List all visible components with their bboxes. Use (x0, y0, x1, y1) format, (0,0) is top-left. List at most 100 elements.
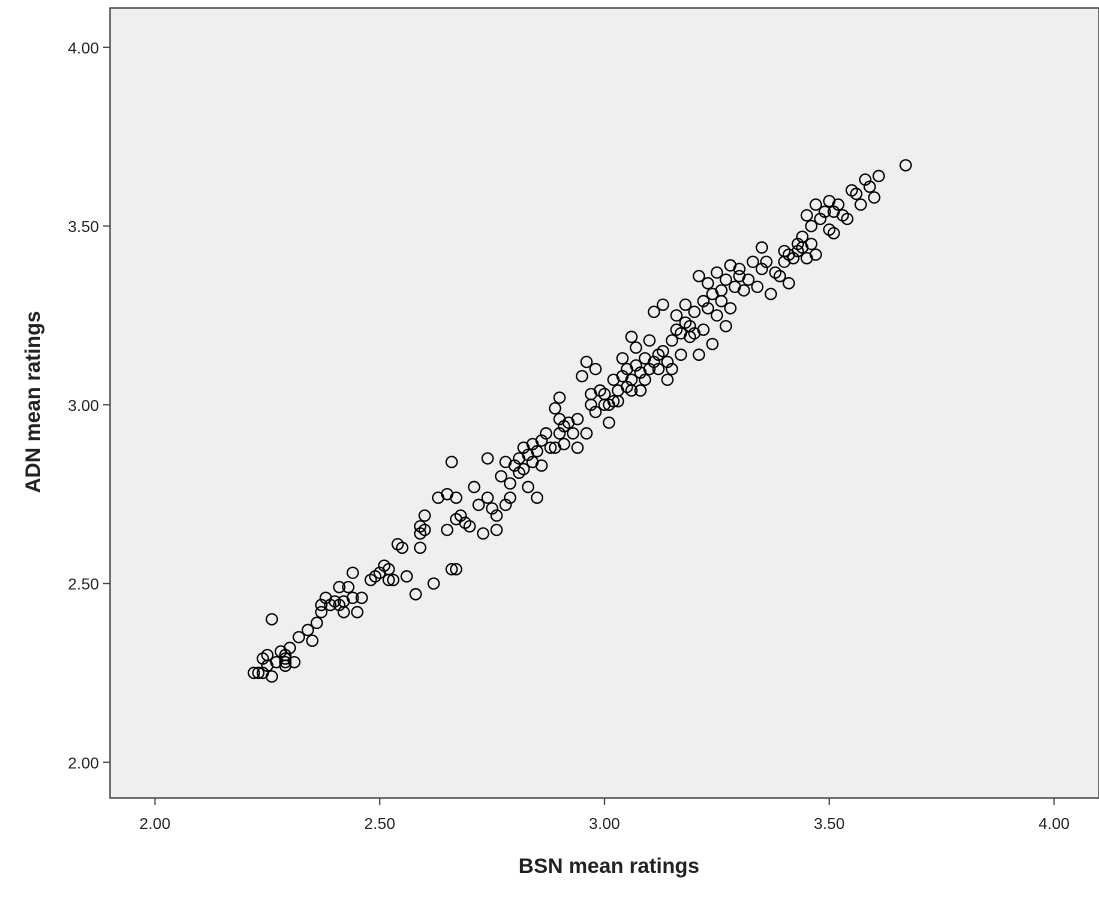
data-point (602, 416, 616, 429)
y-tick-label: 3.00 (68, 398, 99, 415)
data-point (692, 269, 706, 283)
data-point (553, 427, 566, 440)
data-point (665, 362, 679, 376)
data-point (800, 209, 813, 222)
data-point (868, 191, 881, 204)
data-point (306, 634, 319, 647)
y-axis-title: ADN mean ratings (22, 311, 45, 493)
x-tick-label: 3.00 (589, 816, 620, 833)
data-point (832, 198, 845, 211)
data-point (265, 670, 279, 683)
data-point (589, 405, 602, 419)
data-point (490, 523, 503, 537)
data-point (467, 480, 481, 494)
x-tick-label: 2.00 (139, 816, 170, 833)
data-point (481, 491, 494, 504)
data-point (521, 480, 535, 494)
data-point (476, 527, 490, 540)
data-point (548, 402, 562, 415)
data-point (899, 159, 912, 172)
data-point (449, 491, 463, 504)
data-point (283, 641, 297, 655)
data-point (629, 341, 643, 354)
data-point (566, 427, 580, 440)
data-point (701, 302, 715, 315)
data-point (652, 362, 665, 376)
data-point (647, 355, 661, 369)
data-point (737, 284, 751, 297)
data-point (841, 212, 854, 226)
data-point (445, 455, 458, 469)
data-point (638, 373, 652, 386)
data-point (485, 502, 499, 515)
data-point (382, 573, 395, 587)
data-point (247, 666, 261, 680)
data-point (710, 266, 724, 279)
data-points (247, 159, 912, 683)
data-point (661, 355, 674, 369)
data-point (301, 623, 314, 637)
data-point (571, 412, 584, 426)
data-point (575, 369, 589, 383)
data-point (715, 294, 728, 308)
data-point (315, 605, 328, 619)
data-point (472, 498, 485, 512)
data-point (719, 319, 733, 333)
data-point (809, 198, 822, 211)
data-point (530, 491, 544, 504)
data-point (670, 309, 683, 322)
data-point (396, 541, 409, 554)
data-point (481, 452, 494, 465)
x-tick-label: 2.50 (364, 816, 395, 833)
data-point (427, 577, 440, 590)
data-point (706, 337, 719, 351)
y-tick-label: 2.00 (68, 755, 99, 772)
data-point (742, 273, 755, 286)
y-tick-label: 3.50 (68, 219, 99, 236)
data-point (346, 566, 359, 579)
data-point (629, 359, 643, 372)
data-point (535, 459, 548, 472)
data-point (351, 605, 364, 619)
data-point (571, 441, 584, 454)
y-tick-label: 2.50 (68, 577, 99, 594)
data-point (418, 523, 431, 537)
data-point (557, 437, 571, 451)
data-point (544, 441, 557, 454)
data-point (279, 655, 292, 669)
data-point (733, 262, 746, 276)
data-point (279, 648, 292, 662)
data-point (418, 509, 431, 522)
y-axis-ticks: 2.00 2.50 3.00 3.50 4.00 (68, 40, 110, 772)
data-point (661, 373, 674, 386)
data-point (409, 588, 422, 601)
data-point (494, 470, 508, 483)
data-point (643, 334, 656, 347)
data-point (607, 395, 620, 408)
data-point (755, 262, 769, 276)
data-point (346, 591, 359, 605)
x-tick-label: 3.50 (814, 816, 845, 833)
data-point (337, 605, 350, 619)
data-point (647, 305, 661, 319)
data-point (665, 334, 679, 347)
data-point (643, 362, 656, 376)
data-point (503, 491, 517, 504)
y-tick-label: 4.00 (68, 40, 99, 57)
data-point (656, 298, 670, 311)
data-point (787, 252, 800, 265)
data-point (859, 173, 872, 186)
data-point (872, 169, 885, 183)
data-point (773, 269, 787, 283)
data-point (809, 248, 822, 261)
data-point (863, 180, 876, 193)
data-point (746, 255, 760, 269)
data-point (333, 580, 346, 594)
data-point (674, 348, 688, 361)
data-point (252, 666, 265, 680)
data-point (805, 219, 818, 233)
x-axis-ticks: 2.00 2.50 3.00 3.50 4.00 (139, 798, 1070, 833)
data-point (530, 445, 544, 458)
x-axis-title: BSN mean ratings (519, 855, 700, 878)
